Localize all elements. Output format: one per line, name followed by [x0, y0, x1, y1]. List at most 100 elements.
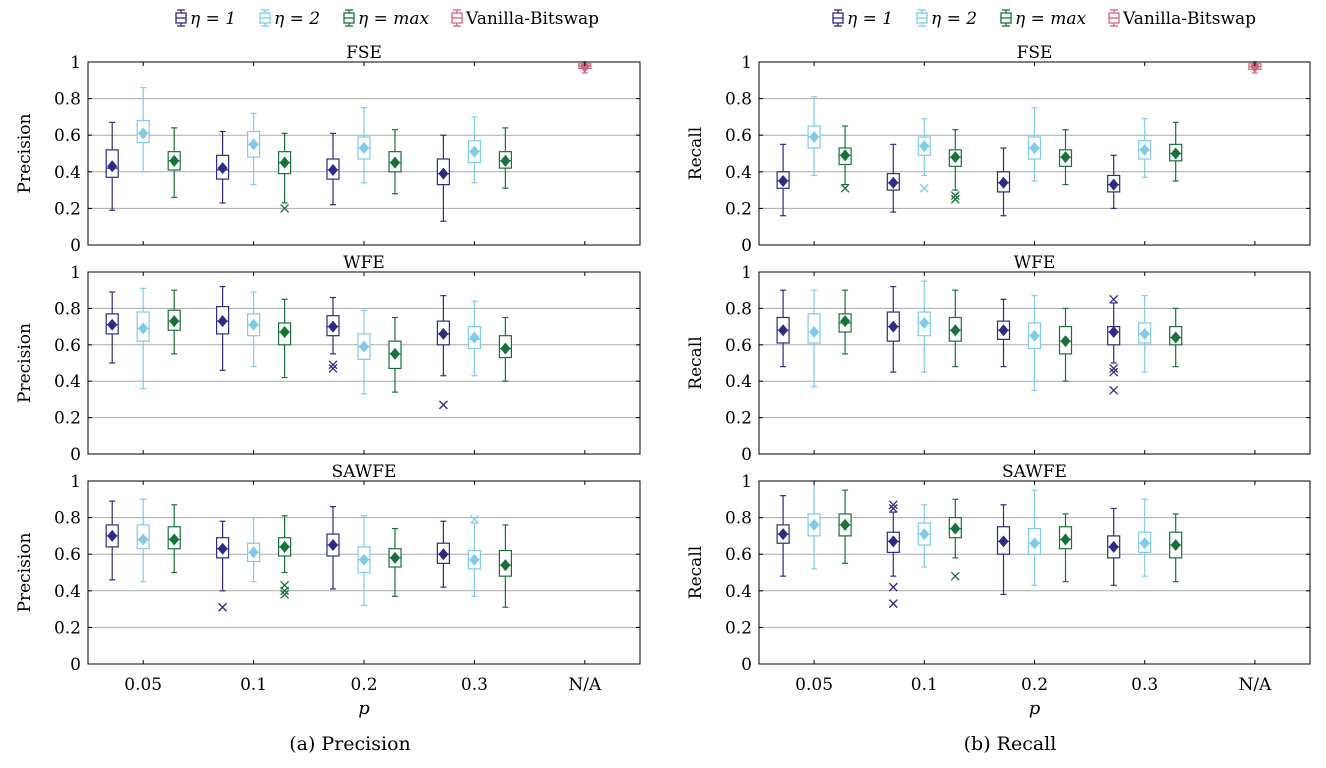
outlier-marker [438, 400, 448, 410]
mean-marker [328, 163, 338, 176]
mean-marker [1170, 539, 1181, 552]
y-tick-label: 0.4 [54, 372, 81, 392]
mean-marker [1170, 331, 1181, 344]
box-0.3-s0 [1107, 294, 1121, 395]
box-0.1-s2 [278, 298, 292, 379]
outlier-marker [1109, 364, 1119, 373]
mean-marker [840, 149, 851, 162]
box-0.3-s0 [1107, 507, 1121, 586]
outlier-marker [328, 364, 338, 373]
mean-marker [809, 131, 820, 144]
box-0.05-s0 [105, 500, 119, 581]
box-0.05-s2 [167, 289, 181, 355]
box-0.1-s0 [216, 130, 230, 204]
mean-marker [169, 533, 180, 546]
mean-marker [469, 553, 480, 566]
x-tick-label: 0.05 [795, 675, 833, 695]
y-tick-label: 0.6 [54, 545, 81, 565]
box-0.05-s0 [105, 121, 119, 211]
mean-marker [950, 324, 961, 337]
legend-item-3: Vanilla-Bitswap [1108, 9, 1256, 29]
y-axis-label: Precision [15, 323, 35, 403]
caption-precision: (a) Precision [289, 733, 411, 755]
box-0.3-s0 [1107, 154, 1121, 209]
mean-marker [888, 320, 899, 333]
mean-marker [1108, 326, 1119, 339]
box-0.3-s1 [1138, 118, 1152, 178]
mean-marker [998, 535, 1009, 548]
mean-marker [248, 318, 259, 331]
y-tick-label: 0.8 [54, 299, 81, 319]
box-0.05-s0 [776, 289, 790, 368]
mean-marker [998, 324, 1009, 337]
box-0.05-s2 [838, 125, 852, 193]
mean-marker [840, 315, 851, 328]
y-tick-label: 0 [70, 445, 81, 465]
mean-marker [840, 518, 851, 531]
panel-title: WFE [343, 253, 385, 273]
mean-marker [248, 138, 259, 151]
y-tick-label: 0.2 [54, 409, 81, 429]
y-tick-label: 0.6 [725, 336, 752, 356]
mean-marker [328, 320, 338, 333]
legend-item-2: η = max [1000, 9, 1086, 29]
mean-marker [107, 318, 118, 331]
panel-title: FSE [346, 43, 382, 63]
mean-marker [217, 542, 228, 555]
outlier-marker [888, 500, 898, 510]
box-0.3-s1 [467, 116, 481, 184]
panel-title: FSE [1017, 43, 1053, 63]
y-tick-label: 0.2 [54, 199, 81, 219]
outlier-marker [328, 360, 338, 370]
box-0.3-s1 [1138, 295, 1152, 373]
box-0.05-s1 [136, 498, 150, 583]
box-0.1-s1 [917, 504, 931, 568]
y-tick-label: 0.2 [725, 199, 752, 219]
box-0.05-s0 [776, 495, 790, 577]
box-0.2-s2 [1058, 129, 1073, 186]
mean-marker [1108, 178, 1119, 191]
y-axis-label: Precision [15, 113, 35, 193]
box-0.2-s2 [1058, 513, 1073, 583]
box-0.2-s2 [388, 129, 402, 195]
y-tick-label: 0.8 [54, 90, 81, 110]
mean-marker [138, 322, 149, 335]
y-tick-label: 0 [741, 236, 752, 256]
mean-marker [469, 145, 480, 158]
x-tick-label: 0.2 [350, 675, 377, 695]
legend-label: η = 1 [847, 9, 893, 29]
box-0.2-s1 [1027, 295, 1042, 391]
y-tick-label: 1 [70, 53, 81, 73]
box-0.2-s0 [326, 506, 340, 590]
y-tick-label: 0.4 [725, 372, 752, 392]
y-tick-label: 0.2 [725, 409, 752, 429]
mean-marker [500, 559, 511, 572]
mean-marker [1139, 327, 1150, 340]
y-tick-label: 1 [70, 472, 81, 492]
mean-marker [1029, 329, 1040, 342]
y-tick-label: 0.4 [54, 163, 81, 183]
mean-marker [248, 546, 259, 559]
outlier-marker [840, 183, 850, 193]
box-0.1-s2 [278, 515, 292, 599]
outlier-marker [1109, 367, 1119, 377]
box-0.1-s0 [216, 520, 230, 612]
mean-marker [328, 539, 338, 552]
mean-marker [1060, 151, 1071, 164]
box-0.05-s2 [838, 289, 852, 355]
outlier-marker [950, 191, 960, 201]
mean-marker [390, 551, 400, 564]
legend-label: η = max [1015, 9, 1086, 29]
box-0.1-s2 [278, 132, 292, 213]
mean-marker [888, 535, 899, 548]
panel-wfe: WFE 0 0.2 0.4 0.6 0.8 1 Precision [15, 253, 641, 465]
x-tick-label: 0.2 [1021, 675, 1048, 695]
mean-marker [138, 533, 149, 546]
box-0.2-s0 [996, 504, 1011, 596]
box-0.1-s1 [247, 516, 261, 583]
x-tick-label: N/A [568, 675, 602, 695]
legend-label: η = 1 [190, 9, 236, 29]
y-axis-label: Recall [686, 336, 706, 389]
mean-marker [500, 342, 511, 355]
